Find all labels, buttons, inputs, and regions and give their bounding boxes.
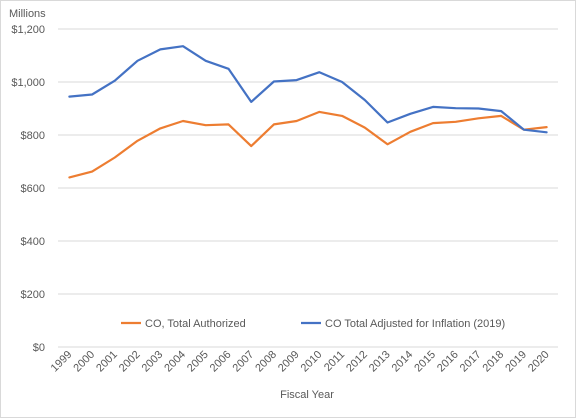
series-lines <box>68 45 548 179</box>
legend-label: CO Total Adjusted for Inflation (2019) <box>325 318 505 330</box>
x-axis-tick-labels: 1999200020012002200320042005200620072008… <box>49 349 552 375</box>
series-line <box>68 45 548 134</box>
x-tick-label: 2012 <box>344 349 370 375</box>
x-tick-label: 2009 <box>276 349 302 375</box>
y-tick-label: $1,000 <box>11 77 45 89</box>
y-tick-label: $800 <box>21 130 45 142</box>
x-axis-title: Fiscal Year <box>280 389 334 401</box>
x-tick-label: 2002 <box>117 349 143 375</box>
legend: CO, Total Authorized CO Total Adjusted fo… <box>121 318 505 330</box>
x-tick-label: 1999 <box>49 349 75 375</box>
x-tick-label: 2020 <box>526 349 552 375</box>
legend-label: CO, Total Authorized <box>145 318 246 330</box>
x-tick-label: 2015 <box>412 349 438 375</box>
x-tick-label: 2010 <box>299 349 325 375</box>
x-tick-label: 2019 <box>503 349 529 375</box>
x-tick-label: 2011 <box>322 349 347 374</box>
gridlines <box>58 28 558 348</box>
y-tick-label: $400 <box>21 236 45 248</box>
y-tick-label: $1,200 <box>11 24 45 36</box>
x-tick-label: 2001 <box>94 349 120 375</box>
x-tick-label: 2004 <box>162 349 188 375</box>
x-tick-label: 2008 <box>253 349 279 375</box>
x-tick-label: 2018 <box>481 349 507 375</box>
x-tick-label: 2005 <box>185 349 211 375</box>
y-tick-label: $0 <box>33 342 45 354</box>
x-tick-label: 2017 <box>458 349 484 375</box>
x-tick-label: 2007 <box>231 349 257 375</box>
series-line <box>68 110 548 179</box>
y-axis-tick-labels: $0 $200 $400 $600 $800 $1,000 $1,200 <box>11 24 45 354</box>
y-tick-label: $200 <box>21 289 45 301</box>
y-tick-label: $600 <box>21 183 45 195</box>
x-tick-label: 2016 <box>435 349 461 375</box>
x-tick-label: 2003 <box>140 349 166 375</box>
x-tick-label: 2013 <box>367 349 393 375</box>
unit-label: Millions <box>9 8 46 20</box>
x-tick-label: 2006 <box>208 349 234 375</box>
x-tick-label: 2014 <box>390 349 416 375</box>
x-tick-label: 2000 <box>71 349 97 375</box>
